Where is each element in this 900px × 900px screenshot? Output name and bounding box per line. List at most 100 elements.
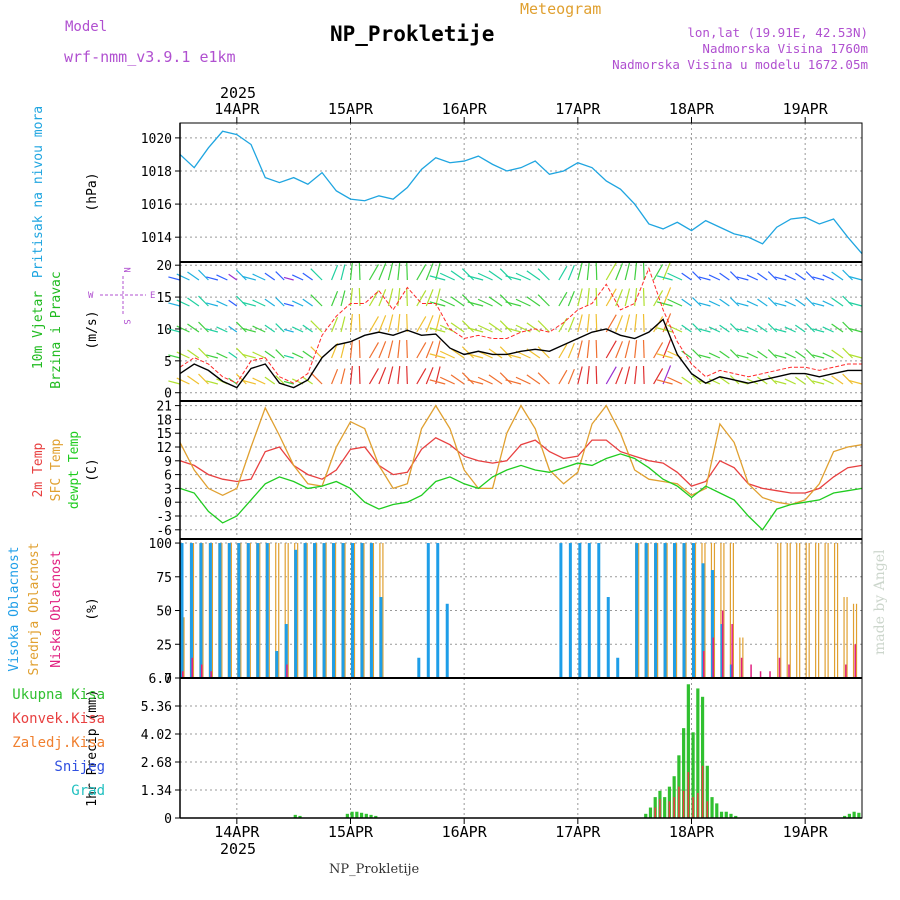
wind-arrow xyxy=(698,302,711,307)
wind-arrow xyxy=(488,270,503,281)
wind-arrow xyxy=(439,350,455,359)
top-xtick-label: 15APR xyxy=(328,100,374,118)
wind-arrow xyxy=(667,298,683,307)
wind-arrow xyxy=(242,353,256,359)
wind-arrow xyxy=(378,315,387,333)
wind-arrow xyxy=(477,272,493,281)
wind-arrow xyxy=(567,342,575,359)
cloud-tick-label: 50 xyxy=(156,605,172,620)
high-cloud-bar xyxy=(673,543,677,678)
low-cloud-bar xyxy=(210,671,212,678)
wind-arrow xyxy=(228,351,238,359)
wind-arrow xyxy=(378,263,387,281)
wind-arrow xyxy=(692,375,702,385)
high-cloud-bar xyxy=(682,543,686,678)
wind-arrow xyxy=(387,288,394,307)
wind-arrow xyxy=(406,339,408,359)
wind-tick-label: 0 xyxy=(164,387,172,402)
wind-arrow xyxy=(595,365,598,385)
compass-s: S xyxy=(121,319,131,324)
temp-tick-label: -3 xyxy=(156,510,172,525)
temp-tick-label: 21 xyxy=(156,400,172,415)
wind-arrow xyxy=(805,297,816,307)
wind-arrow xyxy=(187,297,200,307)
wind-arrow xyxy=(537,294,550,307)
wind-arrow xyxy=(515,376,531,385)
wind-arrow xyxy=(378,341,387,359)
pressure-tick-label: 1014 xyxy=(141,231,172,246)
low-cloud-bar xyxy=(702,651,705,678)
top-xtick-label: 18APR xyxy=(669,100,715,118)
high-cloud-bar xyxy=(568,543,572,678)
wind-arrow xyxy=(477,376,493,385)
wind-arrow xyxy=(450,348,465,359)
temp-tick-label: -6 xyxy=(156,524,172,539)
wind-arrow xyxy=(729,349,740,359)
top-year-label: 2025 xyxy=(220,84,256,102)
wind-arrow xyxy=(681,376,692,385)
wind-arrow xyxy=(292,274,304,281)
temp-tick-label: 15 xyxy=(156,427,172,442)
low-cloud-bar xyxy=(759,671,762,678)
precip-tick-label: 5.36 xyxy=(141,700,172,715)
wind-arrow xyxy=(168,380,181,385)
wind-arrow xyxy=(719,376,730,385)
wind-arrow xyxy=(558,369,568,385)
wind-arrow xyxy=(746,378,759,385)
high-cloud-bar xyxy=(597,543,601,678)
wind-arrow xyxy=(634,366,638,385)
high-cloud-bar xyxy=(417,657,421,678)
wind-arrow xyxy=(206,328,219,333)
total_precip-bar xyxy=(691,732,695,818)
wind-arrow xyxy=(176,273,190,281)
high-cloud-bar xyxy=(369,543,373,678)
conv_precip-bar xyxy=(659,799,661,818)
cloud-ylabel-3: (%) xyxy=(85,597,100,620)
wind-arrow xyxy=(216,352,228,359)
high-cloud-bar xyxy=(436,543,440,678)
wind-arrow xyxy=(387,366,394,385)
conv_precip-bar xyxy=(668,801,671,818)
wind-arrow xyxy=(577,340,583,359)
temp-tick-label: 18 xyxy=(156,413,172,428)
wind-arrow xyxy=(662,313,672,333)
high-cloud-bar xyxy=(587,543,591,678)
bottom-xtick-label: 16APR xyxy=(442,823,488,841)
wind-arrow xyxy=(662,365,672,385)
page-title: NP_Prokletije xyxy=(330,22,495,46)
precip-tick-label: 2.68 xyxy=(141,756,172,771)
wind-tick-label: 20 xyxy=(156,259,172,274)
wind-arrow xyxy=(340,316,346,333)
high-cloud-bar xyxy=(189,543,193,678)
wind-arrow xyxy=(595,261,598,281)
wind-arrow xyxy=(831,375,844,385)
wind-arrow xyxy=(283,380,294,385)
wind-arrow xyxy=(330,316,339,333)
wind-arrow xyxy=(624,340,631,359)
wind-arrow xyxy=(429,327,446,333)
wind-arrow xyxy=(429,275,446,281)
wind-arrow xyxy=(681,272,692,281)
high-cloud-bar xyxy=(644,543,648,678)
wind-arrow xyxy=(450,374,465,385)
wind-arrow xyxy=(235,373,247,385)
wind-arrow xyxy=(228,325,238,333)
wind-arrow xyxy=(831,323,844,333)
wind-arrow xyxy=(425,263,434,281)
wind-arrow xyxy=(692,297,702,307)
wind-arrow xyxy=(558,291,568,307)
wind-arrow xyxy=(330,290,339,307)
wind-arrow xyxy=(692,271,702,281)
wind-arrow xyxy=(586,288,590,307)
wind-arrow xyxy=(794,272,806,281)
wind-arrow xyxy=(729,271,740,281)
low-cloud-bar xyxy=(182,671,184,678)
temp-tick-label: 0 xyxy=(164,496,172,511)
wind-arrow xyxy=(822,378,834,385)
wind-arrow xyxy=(310,268,323,281)
wind-arrow xyxy=(499,372,512,385)
pressure-tick-label: 1020 xyxy=(141,132,172,147)
temp-tick-label: 12 xyxy=(156,441,172,456)
wind-arrow xyxy=(848,353,863,359)
high-cloud-bar xyxy=(426,543,430,678)
